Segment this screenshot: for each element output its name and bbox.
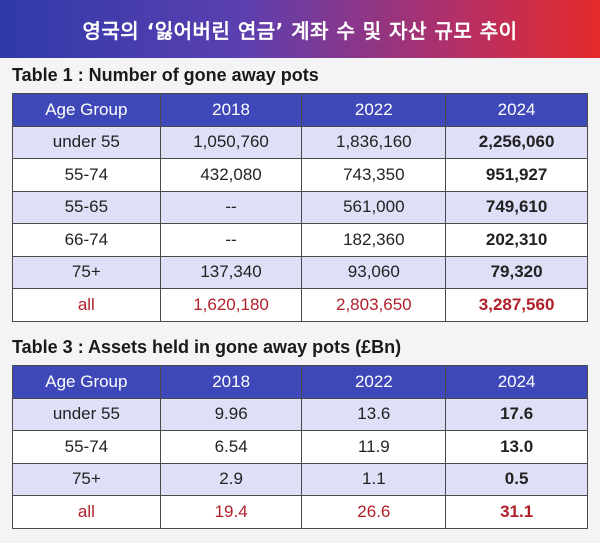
table-header-row: Age Group 2018 2022 2024: [12, 365, 588, 399]
value-2022-cell: 11.9: [301, 430, 447, 464]
value-2018-cell: 1,620,180: [159, 288, 303, 322]
value-2018-cell: 9.96: [159, 397, 303, 431]
age-group-cell: 55-74: [12, 430, 161, 464]
value-2024-cell: 17.6: [445, 397, 588, 431]
table-header-row: Age Group 2018 2022 2024: [12, 93, 588, 127]
header-age-group: Age Group: [12, 93, 161, 127]
table2-caption: Table 3 : Assets held in gone away pots …: [12, 337, 402, 357]
value-2024-cell: 3,287,560: [445, 288, 588, 322]
gone-away-pots-assets-table: Age Group 2018 2022 2024 under 55 9.96 1…: [12, 365, 588, 529]
age-group-cell: under 55: [12, 125, 161, 159]
value-2022-cell: 561,000: [301, 190, 447, 224]
gone-away-pots-count-table: Age Group 2018 2022 2024 under 55 1,050,…: [12, 93, 588, 322]
header-2022: 2022: [301, 93, 447, 127]
value-2018-cell: --: [159, 190, 303, 224]
age-group-cell: 75+: [12, 462, 161, 496]
table-row: under 55 9.96 13.6 17.6: [12, 397, 588, 431]
header-2024: 2024: [445, 93, 588, 127]
value-2018-cell: 1,050,760: [159, 125, 303, 159]
value-2024-cell: 0.5: [445, 462, 588, 496]
value-2024-cell: 749,610: [445, 190, 588, 224]
table-row: under 55 1,050,760 1,836,160 2,256,060: [12, 125, 588, 159]
value-2022-cell: 743,350: [301, 158, 447, 192]
value-2022-cell: 13.6: [301, 397, 447, 431]
table-total-row: all 19.4 26.6 31.1: [12, 495, 588, 529]
table-row: 66-74 -- 182,360 202,310: [12, 223, 588, 257]
value-2018-cell: 6.54: [159, 430, 303, 464]
table1-caption: Table 1 : Number of gone away pots: [12, 65, 319, 85]
age-group-cell: 75+: [12, 255, 161, 289]
page-title: 영국의 ‘잃어버린 연금’ 계좌 수 및 자산 규모 추이: [82, 18, 518, 43]
age-group-cell: all: [12, 495, 161, 529]
table-row: 55-65 -- 561,000 749,610: [12, 190, 588, 224]
value-2024-cell: 202,310: [445, 223, 588, 257]
value-2022-cell: 182,360: [301, 223, 447, 257]
table-total-row: all 1,620,180 2,803,650 3,287,560: [12, 288, 588, 322]
age-group-cell: 66-74: [12, 223, 161, 257]
table-row: 75+ 2.9 1.1 0.5: [12, 462, 588, 496]
value-2018-cell: --: [159, 223, 303, 257]
value-2022-cell: 2,803,650: [301, 288, 447, 322]
age-group-cell: 55-74: [12, 158, 161, 192]
header-2018: 2018: [159, 93, 303, 127]
value-2018-cell: 137,340: [159, 255, 303, 289]
value-2024-cell: 951,927: [445, 158, 588, 192]
value-2024-cell: 2,256,060: [445, 125, 588, 159]
age-group-cell: under 55: [12, 397, 161, 431]
value-2018-cell: 19.4: [159, 495, 303, 529]
age-group-cell: all: [12, 288, 161, 322]
table-row: 75+ 137,340 93,060 79,320: [12, 255, 588, 289]
value-2018-cell: 432,080: [159, 158, 303, 192]
age-group-cell: 55-65: [12, 190, 161, 224]
value-2024-cell: 31.1: [445, 495, 588, 529]
value-2022-cell: 26.6: [301, 495, 447, 529]
value-2022-cell: 1.1: [301, 462, 447, 496]
value-2024-cell: 13.0: [445, 430, 588, 464]
value-2024-cell: 79,320: [445, 255, 588, 289]
table-row: 55-74 6.54 11.9 13.0: [12, 430, 588, 464]
table-row: 55-74 432,080 743,350 951,927: [12, 158, 588, 192]
header-age-group: Age Group: [12, 365, 161, 399]
value-2022-cell: 93,060: [301, 255, 447, 289]
value-2022-cell: 1,836,160: [301, 125, 447, 159]
content-area: Table 1 : Number of gone away pots Age G…: [0, 58, 600, 543]
title-banner: 영국의 ‘잃어버린 연금’ 계좌 수 및 자산 규모 추이: [0, 0, 600, 58]
header-2022: 2022: [301, 365, 447, 399]
value-2018-cell: 2.9: [159, 462, 303, 496]
header-2018: 2018: [159, 365, 303, 399]
header-2024: 2024: [445, 365, 588, 399]
